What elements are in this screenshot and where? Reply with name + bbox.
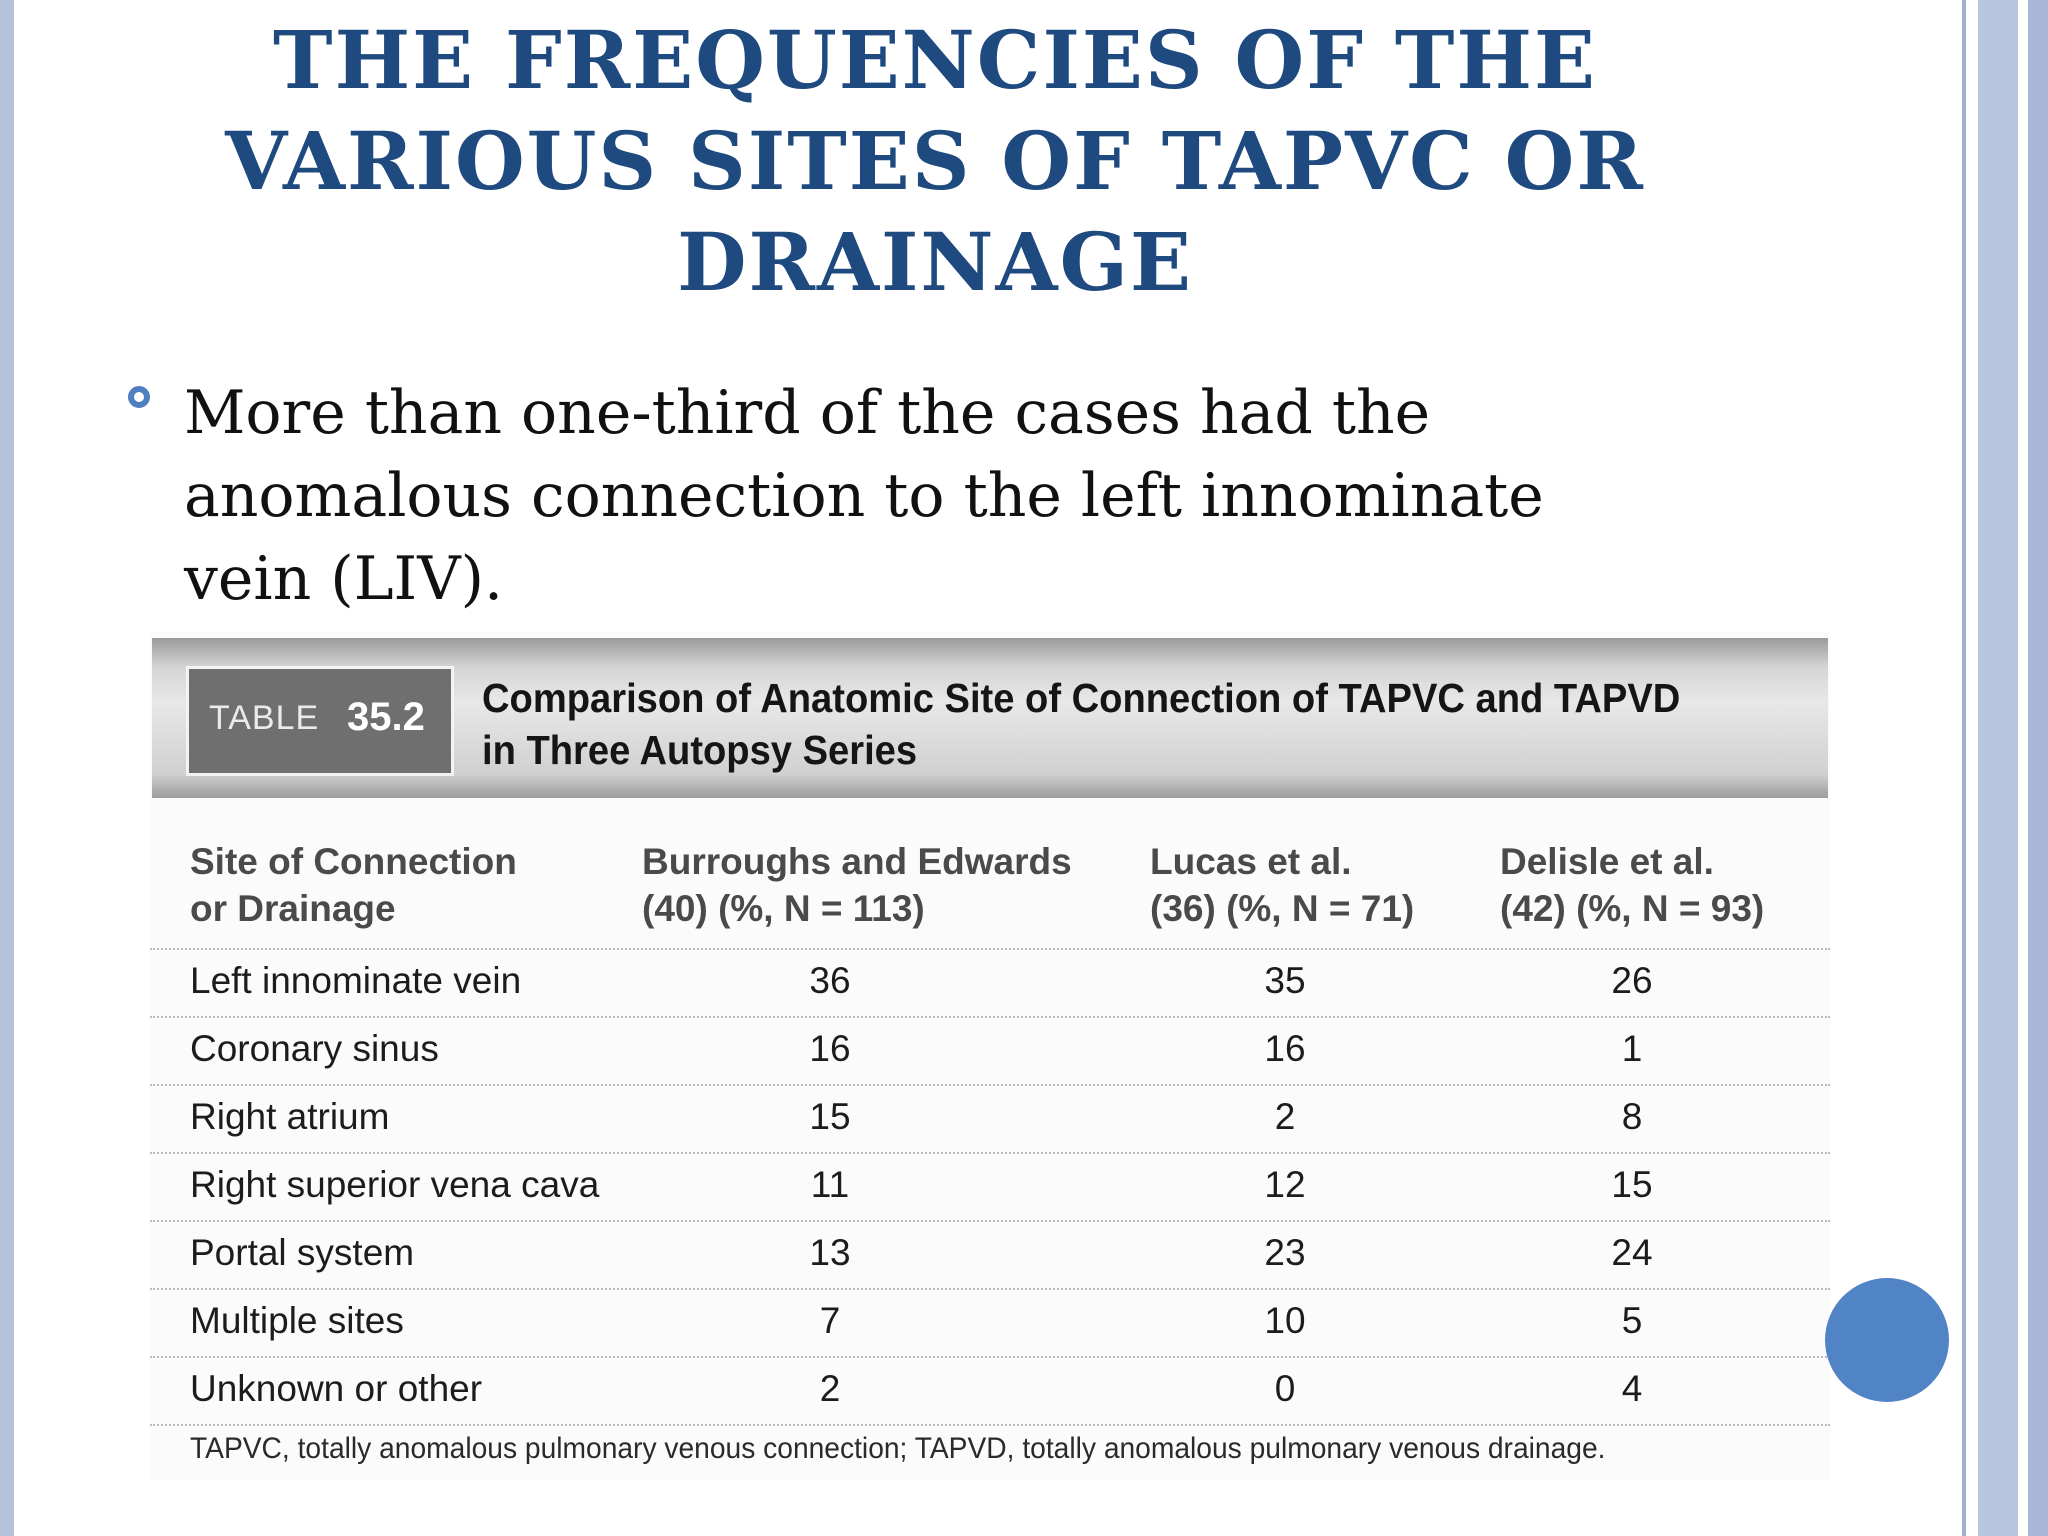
bullet-text: More than one-third of the cases had the… (184, 378, 1544, 614)
column-header-burroughs: Burroughs and Edwards (40) (%, N = 113) (642, 841, 1072, 929)
table-footnote: TAPVC, totally anomalous pulmonary venou… (190, 1432, 1606, 1465)
table-body: Left innominate vein 36 35 26 Coronary s… (150, 948, 1830, 1426)
table-row: Coronary sinus 16 16 1 (150, 1016, 1830, 1084)
delisle-cell: 15 (1611, 1164, 1653, 1205)
table-badge-number: 35.2 (347, 695, 425, 739)
burroughs-cell: 16 (809, 1028, 851, 1069)
lucas-cell: 10 (1264, 1300, 1306, 1341)
bullet-item: More than one-third of the cases had the… (128, 372, 1688, 621)
table-row: Unknown or other 2 0 4 (150, 1356, 1830, 1426)
site-cell: Left innominate vein (190, 960, 522, 1001)
column-header-site: Site of Connection or Drainage (190, 841, 517, 929)
slide-navigation-circle[interactable] (1825, 1278, 1949, 1402)
site-cell: Right atrium (190, 1096, 390, 1137)
right-frame-edge (2028, 0, 2048, 1536)
table-row: Multiple sites 7 10 5 (150, 1288, 1830, 1356)
delisle-cell: 1 (1621, 1028, 1643, 1069)
lucas-cell: 12 (1264, 1164, 1306, 1205)
column-header-lucas: Lucas et al. (36) (%, N = 71) (1150, 841, 1415, 929)
right-frame-band (1978, 0, 2018, 1536)
burroughs-cell: 2 (819, 1368, 841, 1409)
lucas-cell: 23 (1264, 1232, 1306, 1273)
site-cell: Portal system (190, 1232, 415, 1273)
left-frame-stripe (0, 0, 14, 1536)
lucas-cell: 2 (1274, 1096, 1296, 1137)
lucas-cell: 35 (1264, 960, 1306, 1001)
delisle-cell: 4 (1621, 1368, 1643, 1409)
table-number-badge: TABLE 35.2 (186, 666, 454, 776)
data-table: TABLE 35.2 Comparison of Anatomic Site o… (150, 632, 1830, 1480)
bullet-ring-icon (128, 386, 150, 408)
right-frame-line (1962, 0, 1966, 1536)
table-row: Right atrium 15 2 8 (150, 1084, 1830, 1152)
site-cell: Multiple sites (190, 1300, 404, 1341)
lucas-cell: 0 (1274, 1368, 1296, 1409)
delisle-cell: 26 (1611, 960, 1653, 1001)
burroughs-cell: 11 (810, 1164, 850, 1205)
table-row: Portal system 13 23 24 (150, 1220, 1830, 1288)
burroughs-cell: 15 (809, 1096, 851, 1137)
site-cell: Coronary sinus (190, 1028, 439, 1069)
table-badge-word: TABLE (209, 699, 320, 737)
delisle-cell: 24 (1611, 1232, 1653, 1273)
delisle-cell: 5 (1621, 1300, 1643, 1341)
delisle-cell: 8 (1621, 1096, 1643, 1137)
burroughs-cell: 36 (809, 960, 851, 1001)
table-row: Right superior vena cava 11 12 15 (150, 1152, 1830, 1220)
table-header-band: TABLE 35.2 Comparison of Anatomic Site o… (152, 638, 1828, 798)
table-row: Left innominate vein 36 35 26 (150, 948, 1830, 1016)
lucas-cell: 16 (1264, 1028, 1306, 1069)
burroughs-cell: 7 (819, 1300, 841, 1341)
right-frame-gap (2018, 0, 2028, 1536)
burroughs-cell: 13 (809, 1232, 851, 1273)
site-cell: Right superior vena cava (190, 1164, 600, 1205)
slide-title: THE FREQUENCIES OF THE VARIOUS SITES OF … (225, 13, 1645, 309)
site-cell: Unknown or other (190, 1368, 483, 1409)
table-caption: Comparison of Anatomic Site of Connectio… (482, 675, 1681, 773)
column-header-delisle: Delisle et al. (42) (%, N = 93) (1500, 841, 1765, 929)
